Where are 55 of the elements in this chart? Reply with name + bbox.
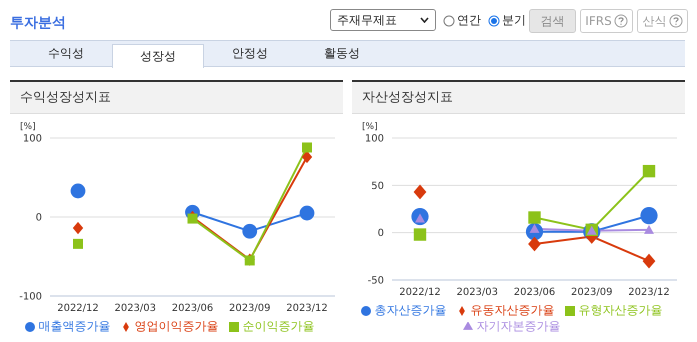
point	[414, 184, 426, 200]
text: 연간	[456, 12, 481, 29]
point	[642, 164, 656, 178]
y-tick-label: 0	[378, 228, 384, 240]
x-tick-label: 2022/12	[399, 287, 441, 298]
x-tick-label: 2023/12	[628, 287, 670, 298]
text: 주재무제표	[337, 12, 397, 28]
legend-label: 매출액증가율	[38, 319, 110, 333]
text: 투자분석	[10, 14, 66, 32]
y-tick-label: -100	[19, 292, 42, 303]
legend-label: 유동자산증가율	[470, 303, 554, 317]
point	[644, 224, 654, 234]
text: 성장성	[112, 44, 204, 68]
point	[300, 206, 314, 220]
point	[414, 228, 426, 241]
point	[70, 184, 86, 198]
x-tick-label: 2023/03	[456, 287, 498, 298]
point	[302, 150, 312, 164]
text: 수익성	[47, 45, 85, 62]
y-tick-label: 100	[364, 134, 384, 145]
y-axis-title: [%]	[20, 122, 36, 132]
y-axis-title: [%]	[362, 122, 378, 132]
legend-label: 순이익증가율	[242, 319, 314, 333]
text: 분기	[501, 12, 526, 29]
y-tick-label: -50	[368, 276, 384, 287]
x-tick-label: 2023/09	[228, 303, 271, 314]
chart-title: 수익성장성지표	[10, 82, 343, 114]
x-tick-label: 2023/12	[286, 303, 328, 314]
x-tick-label: 2023/06	[172, 303, 214, 314]
text: 검색	[529, 9, 576, 33]
legend-label: 자기자본증가율	[476, 319, 560, 333]
x-tick-label: 2023/06	[514, 287, 556, 298]
text: 안정성	[231, 45, 269, 62]
point	[188, 214, 198, 224]
y-tick-label: 50	[371, 180, 384, 192]
text: 활동성	[323, 45, 361, 62]
y-tick-label: 0	[36, 212, 42, 224]
point	[72, 222, 84, 234]
point	[640, 207, 658, 224]
text: 산식	[637, 9, 688, 33]
point	[242, 224, 258, 239]
legend-label: 유형자산증가율	[578, 303, 662, 317]
text: IFRS	[580, 9, 633, 33]
x-tick-label: 2022/12	[57, 303, 99, 314]
legend-label: 총자산증가율	[374, 303, 446, 317]
point	[528, 211, 541, 224]
legend-label: 영업이익증가율	[134, 319, 218, 333]
y-tick-label: 100	[22, 134, 42, 145]
point	[73, 238, 83, 249]
point	[642, 254, 656, 268]
x-tick-label: 2023/09	[570, 287, 613, 298]
point	[302, 142, 312, 152]
chart-title: 자산성장성지표	[352, 82, 685, 114]
x-tick-label: 2023/03	[114, 303, 156, 314]
point	[528, 236, 541, 252]
